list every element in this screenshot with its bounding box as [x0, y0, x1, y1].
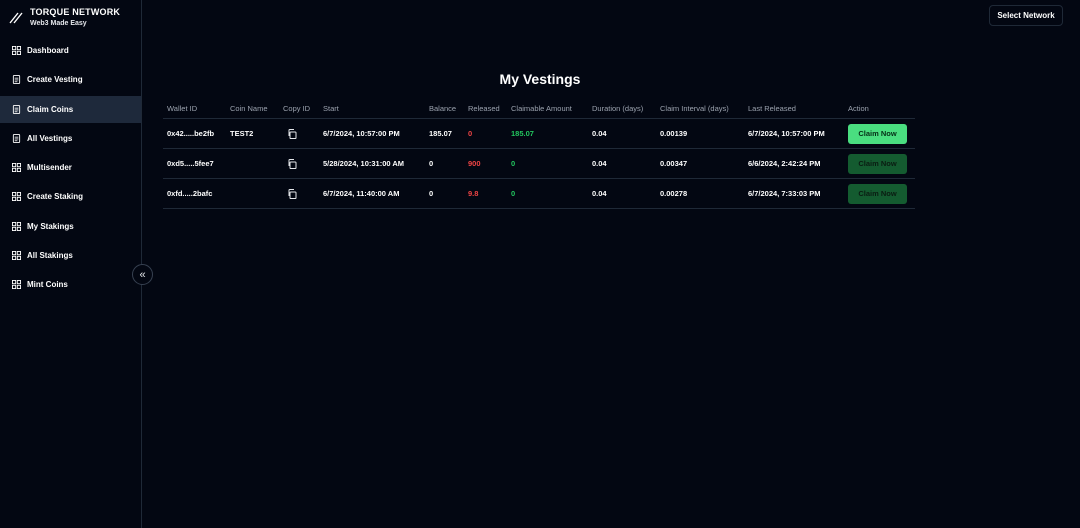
sidebar-item-create-vesting[interactable]: Create Vesting: [0, 66, 141, 93]
table-row: 0xfd.....2bafc 6/7/2024, 11:40:00 AM 0 9.8 0…: [163, 179, 915, 209]
balance-cell: 0: [429, 159, 434, 168]
start-cell: 6/7/2024, 10:57:00 PM: [323, 129, 400, 138]
wallet-id-cell: 0xfd.....2bafc: [167, 189, 213, 198]
copy-icon[interactable]: [287, 158, 297, 169]
brand[interactable]: TORQUE NETWORK Web3 Made Easy: [8, 6, 120, 29]
last-released-cell: 6/6/2024, 2:42:24 PM: [748, 159, 821, 168]
duration-cell: 0.04: [592, 159, 607, 168]
grid-icon: [12, 192, 21, 202]
column-header-balance: Balance: [429, 103, 457, 113]
released-cell: 0: [468, 129, 473, 138]
copy-icon[interactable]: [287, 188, 297, 199]
copy-icon[interactable]: [287, 128, 297, 139]
page-title: My Vestings: [499, 71, 581, 87]
column-header-action: Action: [848, 103, 869, 113]
sidebar-item-label: Claim Coins: [27, 104, 74, 114]
released-cell: 900: [468, 159, 481, 168]
column-header-coin-name: Coin Name: [230, 103, 268, 113]
claimable-amount-cell: 185.07: [511, 129, 534, 138]
claim-interval-cell: 0.00347: [660, 159, 688, 168]
claim-interval-cell: 0.00139: [660, 129, 688, 138]
document-icon: [12, 133, 21, 143]
sidebar-item-label: All Stakings: [27, 251, 73, 261]
column-header-claimable-amount: Claimable Amount: [511, 103, 572, 113]
sidebar-item-label: Create Vesting: [27, 75, 83, 85]
copy-id-cell: [283, 179, 297, 208]
action-cell: Claim Now: [848, 119, 907, 148]
copy-id-cell: [283, 119, 297, 148]
duration-cell: 0.04: [592, 189, 607, 198]
action-cell: Claim Now: [848, 149, 907, 178]
claimable-amount-cell: 0: [511, 189, 516, 198]
copy-id-cell: [283, 149, 297, 178]
sidebar-item-mint-coins[interactable]: Mint Coins: [0, 271, 141, 298]
vestings-table: Wallet ID Coin Name Copy ID Start Balance Rel…: [163, 98, 915, 209]
last-released-cell: 6/7/2024, 10:57:00 PM: [748, 129, 825, 138]
table-row: 0xd5.....5fee7 5/28/2024, 10:31:00 AM 0 900…: [163, 149, 915, 179]
claim-now-button[interactable]: Claim Now: [848, 183, 907, 204]
column-header-wallet-id: Wallet ID: [167, 103, 198, 113]
balance-cell: 185.07: [429, 129, 452, 138]
sidebar-item-label: All Vestings: [27, 133, 73, 143]
sidebar-item-all-vestings[interactable]: All Vestings: [0, 125, 141, 152]
claim-now-button[interactable]: Claim Now: [848, 123, 907, 144]
column-header-start: Start: [323, 103, 339, 113]
start-cell: 5/28/2024, 10:31:00 AM: [323, 159, 405, 168]
document-icon: [12, 104, 21, 114]
balance-cell: 0: [429, 189, 434, 198]
coin-name-cell: TEST2: [230, 129, 254, 138]
sidebar-item-multisender[interactable]: Multisender: [0, 154, 141, 181]
grid-icon: [12, 280, 21, 290]
double-chevron-left-icon: «: [139, 268, 146, 281]
claimable-amount-cell: 0: [511, 159, 516, 168]
released-cell: 9.8: [468, 189, 479, 198]
brand-title: TORQUE NETWORK: [30, 7, 121, 17]
sidebar-item-label: Multisender: [27, 163, 72, 173]
wallet-id-cell: 0x42.....be2fb: [167, 129, 215, 138]
claim-now-button[interactable]: Claim Now: [848, 153, 907, 174]
grid-icon: [12, 251, 21, 261]
column-header-last-released: Last Released: [748, 103, 796, 113]
select-network-button[interactable]: Select Network: [989, 5, 1063, 26]
sidebar-item-all-stakings[interactable]: All Stakings: [0, 242, 141, 269]
sidebar-item-label: Mint Coins: [27, 280, 68, 290]
column-header-released: Released: [468, 103, 500, 113]
duration-cell: 0.04: [592, 129, 607, 138]
torque-logo-icon: [9, 12, 23, 24]
grid-icon: [12, 221, 21, 231]
sidebar-item-claim-coins[interactable]: Claim Coins: [0, 95, 141, 123]
table-row: 0x42.....be2fb TEST2 6/7/2024, 10:57:00 PM…: [163, 119, 915, 149]
sidebar-item-my-stakings[interactable]: My Stakings: [0, 213, 141, 240]
sidebar-item-label: Create Staking: [27, 192, 84, 202]
column-header-duration: Duration (days): [592, 103, 644, 113]
table-header: Wallet ID Coin Name Copy ID Start Balance Rel…: [163, 98, 915, 119]
collapse-sidebar-button[interactable]: «: [132, 264, 153, 285]
sidebar: TORQUE NETWORK Web3 Made Easy Dashboard C…: [0, 0, 142, 528]
sidebar-item-label: Dashboard: [27, 46, 69, 55]
sidebar-nav: Dashboard Create Vesting Claim Coins All Ve…: [0, 37, 141, 301]
sidebar-item-label: My Stakings: [27, 221, 74, 231]
grid-icon: [12, 46, 21, 55]
sidebar-item-dashboard[interactable]: Dashboard: [0, 37, 141, 64]
sidebar-item-create-staking[interactable]: Create Staking: [0, 183, 141, 210]
claim-interval-cell: 0.00278: [660, 189, 688, 198]
brand-subtitle: Web3 Made Easy: [30, 20, 87, 27]
start-cell: 6/7/2024, 11:40:00 AM: [323, 189, 400, 198]
column-header-claim-interval: Claim Interval (days): [660, 103, 729, 113]
document-icon: [12, 75, 21, 85]
wallet-id-cell: 0xd5.....5fee7: [167, 159, 214, 168]
last-released-cell: 6/7/2024, 7:33:03 PM: [748, 189, 821, 198]
grid-icon: [12, 163, 21, 173]
action-cell: Claim Now: [848, 179, 907, 208]
column-header-copy-id: Copy ID: [283, 103, 311, 113]
